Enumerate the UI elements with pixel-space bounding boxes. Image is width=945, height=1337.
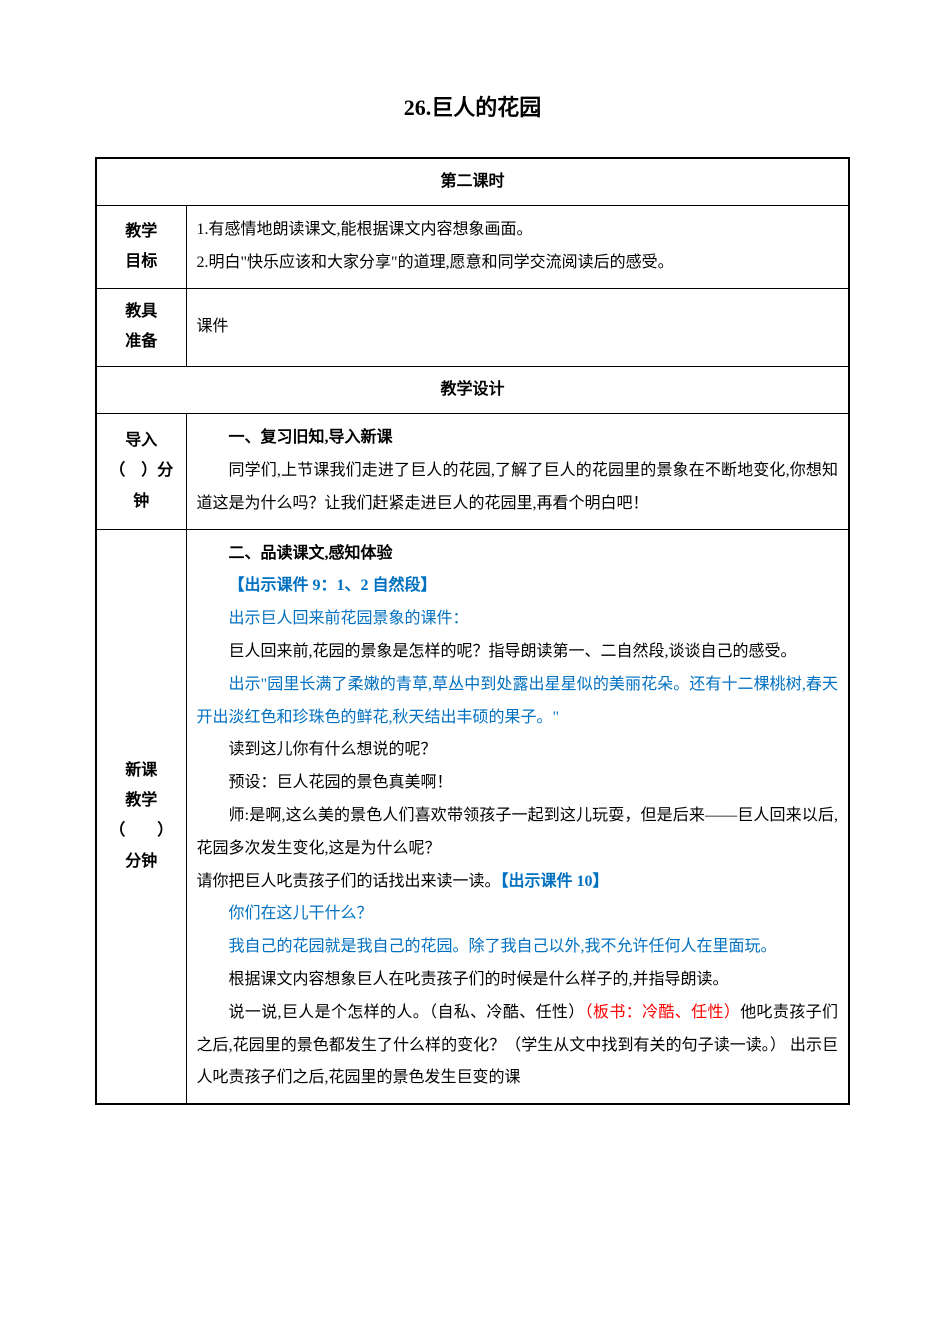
intro-row: 导入 （ ）分 钟 一、复习旧知,导入新课 同学们,上节课我们走进了巨人的花园,…	[96, 414, 849, 529]
intro-content: 一、复习旧知,导入新课 同学们,上节课我们走进了巨人的花园,了解了巨人的花园里的…	[186, 414, 849, 529]
main-blue4: 你们在这儿干什么？	[197, 898, 839, 931]
goal-item-1: 1.有感情地朗读课文,能根据课文内容想象画面。	[197, 214, 839, 247]
main-p2: 读到这儿你有什么想说的呢？	[197, 734, 839, 767]
main-heading: 二、品读课文,感知体验	[197, 538, 839, 571]
tools-value: 课件	[197, 311, 839, 344]
design-header: 教学设计	[96, 366, 849, 413]
main-blue1: 【出示课件 9：1、2 自然段】	[197, 570, 839, 603]
goals-label: 教学 目标	[96, 206, 186, 289]
main-p1: 巨人回来前,花园的景象是怎样的呢？指导朗读第一、二自然段,谈谈自己的感受。	[197, 636, 839, 669]
main-p4: 师:是啊,这么美的景色人们喜欢带领孩子一起到这儿玩耍，但是后来——巨人回来以后,…	[197, 800, 839, 866]
subtitle-cell: 第二课时	[96, 158, 849, 206]
main-label: 新课 教学 （ ） 分钟	[96, 529, 186, 1104]
main-row: 新课 教学 （ ） 分钟 二、品读课文,感知体验 【出示课件 9：1、2 自然段…	[96, 529, 849, 1104]
intro-label: 导入 （ ）分 钟	[96, 414, 186, 529]
design-header-row: 教学设计	[96, 366, 849, 413]
goals-content: 1.有感情地朗读课文,能根据课文内容想象画面。 2.明白"快乐应该和大家分享"的…	[186, 206, 849, 289]
page-title: 26.巨人的花园	[95, 90, 850, 122]
goal-item-2: 2.明白"快乐应该和大家分享"的道理,愿意和同学交流阅读后的感受。	[197, 247, 839, 280]
main-p6: 根据课文内容想象巨人在叱责孩子们的时候是什么样子的,并指导朗读。	[197, 964, 839, 997]
lesson-plan-table: 第二课时 教学 目标 1.有感情地朗读课文,能根据课文内容想象画面。 2.明白"…	[95, 157, 850, 1105]
main-blue3: 出示"园里长满了柔嫩的青草,草丛中到处露出星星似的美丽花朵。还有十二棵桃树,春天…	[197, 669, 839, 735]
intro-heading: 一、复习旧知,导入新课	[197, 422, 839, 455]
main-p7: 说一说,巨人是个怎样的人。（自私、冷酷、任性）（板书：冷酷、任性）他叱责孩子们之…	[197, 997, 839, 1095]
main-blue2: 出示巨人回来前花园景象的课件：	[197, 603, 839, 636]
subtitle-row: 第二课时	[96, 158, 849, 206]
intro-p1: 同学们,上节课我们走进了巨人的花园,了解了巨人的花园里的景象在不断地变化,你想知…	[197, 455, 839, 521]
tools-label: 教具 准备	[96, 288, 186, 366]
main-p3: 预设：巨人花园的景色真美啊！	[197, 767, 839, 800]
tools-row: 教具 准备 课件	[96, 288, 849, 366]
main-blue5: 我自己的花园就是我自己的花园。除了我自己以外,我不允许任何人在里面玩。	[197, 931, 839, 964]
tools-content: 课件	[186, 288, 849, 366]
main-p5: 请你把巨人叱责孩子们的话找出来读一读。【出示课件 10】	[197, 866, 839, 899]
goals-row: 教学 目标 1.有感情地朗读课文,能根据课文内容想象画面。 2.明白"快乐应该和…	[96, 206, 849, 289]
main-content: 二、品读课文,感知体验 【出示课件 9：1、2 自然段】 出示巨人回来前花园景象…	[186, 529, 849, 1104]
